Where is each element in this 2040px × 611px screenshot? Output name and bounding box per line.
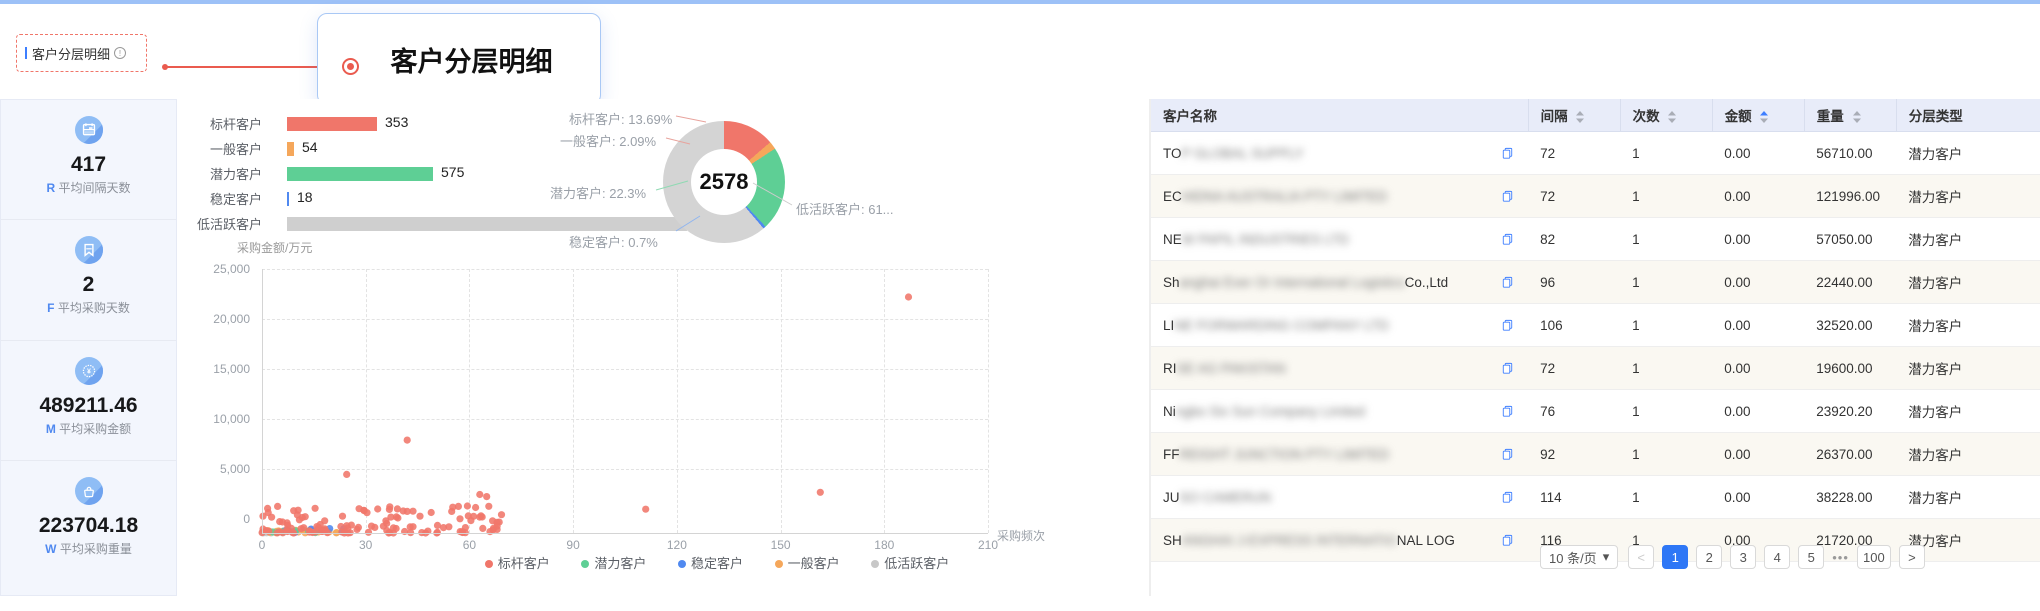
svg-text:¥: ¥ xyxy=(87,368,91,375)
